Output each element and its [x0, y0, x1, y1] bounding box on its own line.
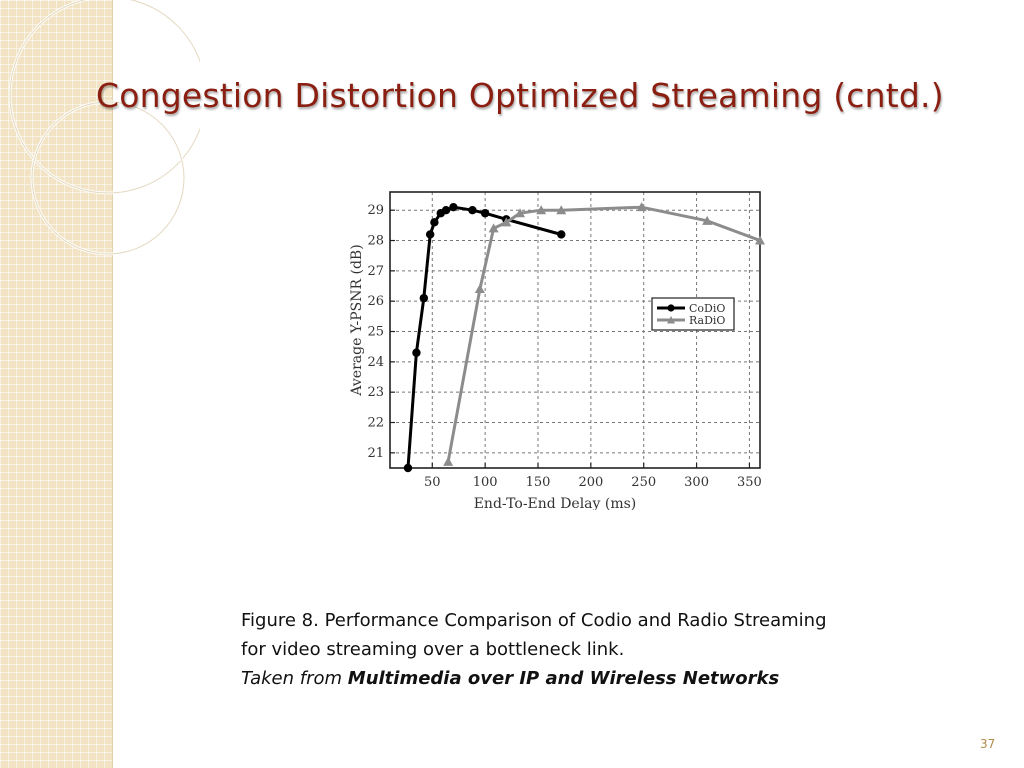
psnr-delay-chart: 50 100 150 200 250 300 350 21 22 23 24 25 26 27 28 29 En… — [340, 180, 770, 512]
data-point-radio — [501, 217, 512, 227]
data-point-radio — [755, 235, 765, 245]
data-point-radio — [515, 208, 526, 218]
series-line-radio — [446, 205, 760, 463]
data-point-codio — [425, 230, 435, 239]
x-tick-label: 100 — [473, 475, 498, 490]
data-point-codio — [412, 348, 421, 357]
data-point-codio — [419, 293, 429, 303]
y-tick-label: 23 — [367, 385, 384, 400]
data-point-codio — [468, 205, 477, 215]
data-point-radio — [488, 223, 499, 233]
data-point-codio — [403, 463, 413, 473]
legend-label-codio: CoDiO — [689, 302, 725, 315]
y-tick-label: 25 — [367, 325, 384, 340]
data-point-codio — [441, 205, 451, 215]
data-point-radio — [556, 205, 567, 215]
data-point-radio — [702, 215, 713, 225]
y-tick-label: 22 — [367, 416, 384, 431]
page-number: 37 — [980, 737, 996, 751]
legend-marker-codio — [667, 304, 675, 312]
data-point-radio — [536, 205, 547, 215]
slide-title: Congestion Distortion Optimized Streamin… — [96, 76, 944, 115]
data-point-codio — [557, 230, 566, 239]
chart-svg: 50 100 150 200 250 300 350 21 22 23 24 25 26 27 28 29 En… — [349, 191, 765, 512]
caption-line-2: for video streaming over a bottleneck li… — [241, 639, 625, 660]
legend-box — [651, 297, 735, 331]
y-tick-label: 26 — [367, 294, 384, 309]
y-tick-label: 29 — [367, 203, 384, 218]
x-tick-label: 350 — [737, 475, 762, 490]
x-tick-label: 300 — [684, 475, 709, 490]
x-tick-label: 250 — [631, 475, 656, 490]
data-point-codio — [449, 202, 458, 212]
y-tick-label: 27 — [367, 264, 384, 279]
data-point-codio — [480, 209, 490, 218]
legend-marker-radio — [667, 316, 675, 324]
x-tick-label: 200 — [578, 475, 603, 490]
data-point-radio — [636, 202, 647, 212]
plot-frame — [389, 191, 761, 469]
data-point-radio — [474, 284, 485, 294]
x-axis-label: End-To-End Delay (ms) — [474, 496, 637, 510]
figure-caption: Figure 8. Performance Comparison of Codi… — [241, 606, 961, 693]
x-tick-label: 150 — [526, 475, 551, 490]
y-axis-label: Average Y-PSNR (dB) — [349, 244, 365, 396]
decorative-side-band — [0, 0, 113, 768]
legend-label-radio: RaDiO — [689, 314, 725, 327]
caption-source-title: Multimedia over IP and Wireless Networks — [347, 668, 780, 689]
y-tick-label: 28 — [367, 234, 384, 249]
caption-source-prefix: Taken from — [241, 668, 348, 689]
data-point-codio — [430, 218, 439, 227]
y-tick-label: 24 — [367, 355, 384, 370]
caption-source: Taken from Multimedia over IP and Wirele… — [241, 664, 961, 693]
x-tick-label: 50 — [424, 475, 441, 490]
y-tick-label: 21 — [367, 446, 384, 461]
decorative-rings — [8, 0, 200, 256]
caption-line-1: Figure 8. Performance Comparison of Codi… — [241, 610, 827, 631]
data-point-radio — [443, 456, 454, 466]
